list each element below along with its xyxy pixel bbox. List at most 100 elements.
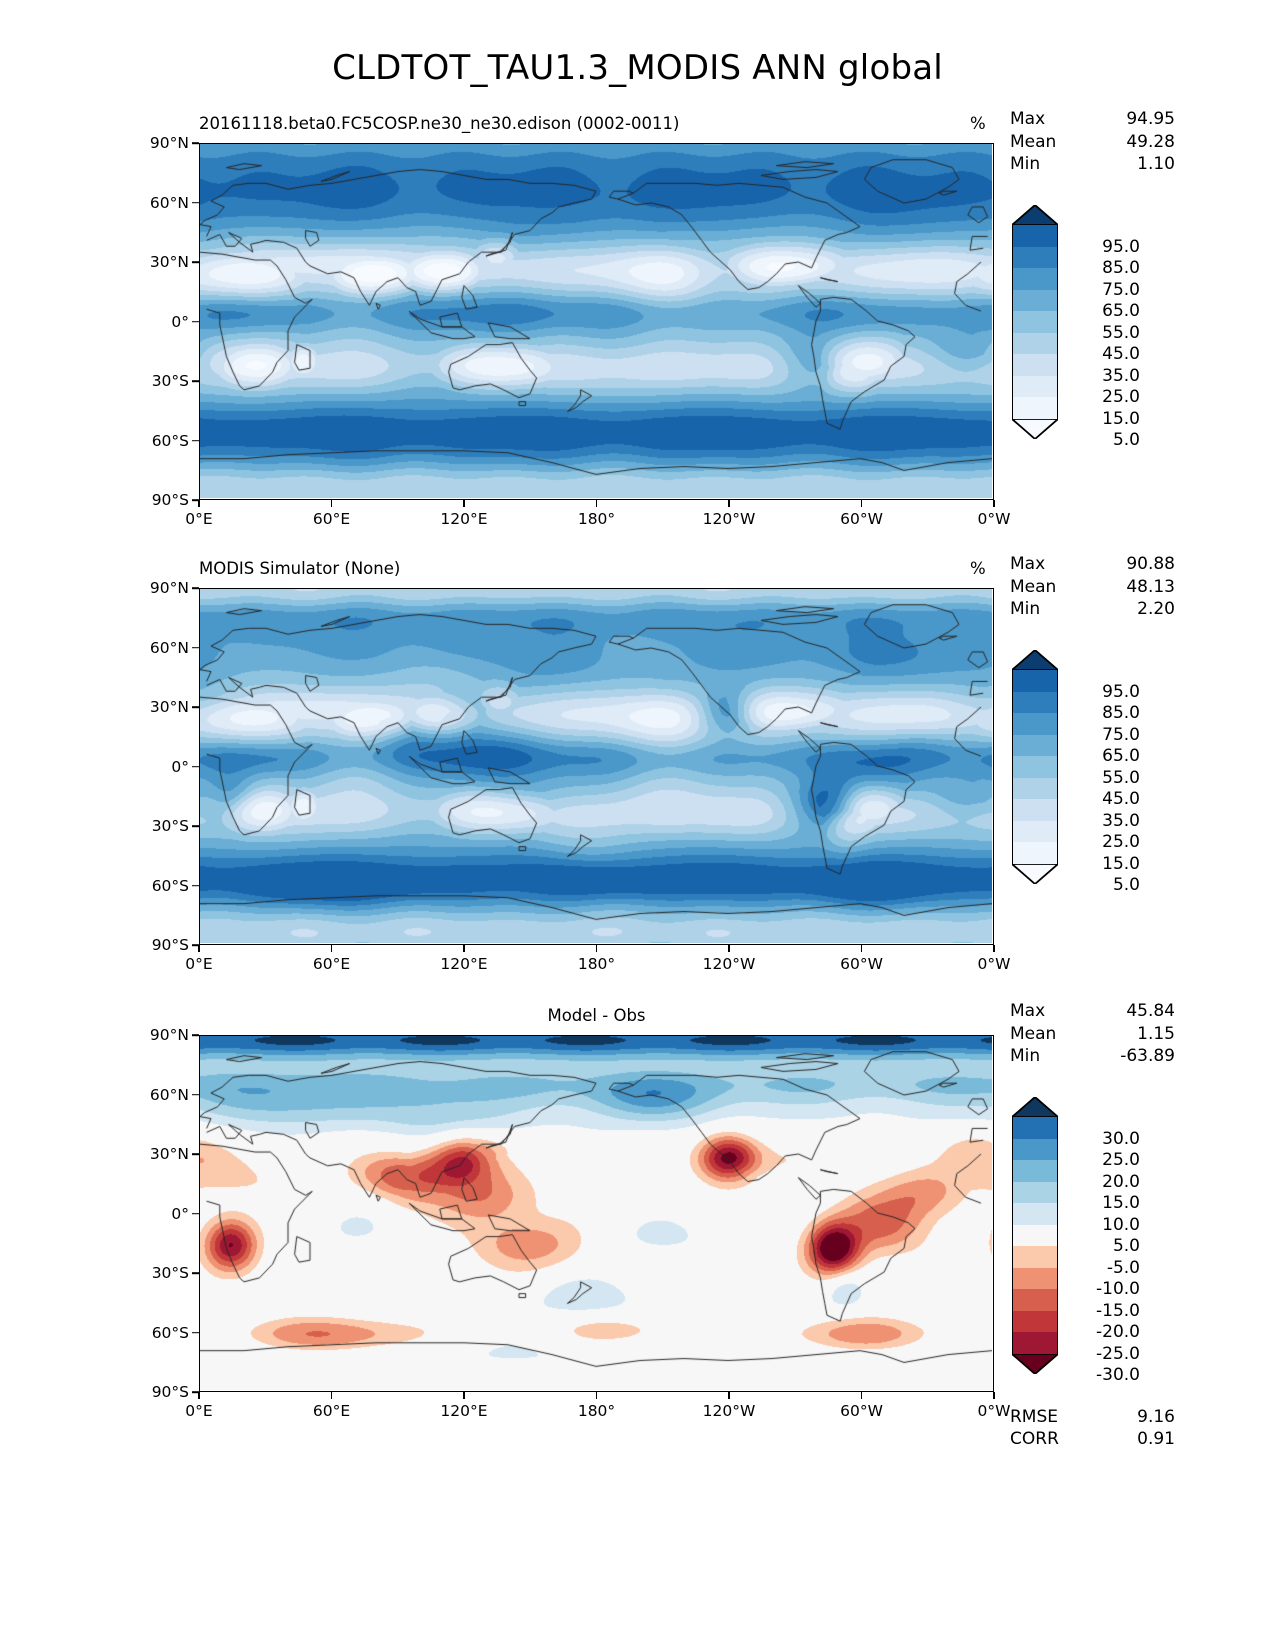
colorbar-body — [1012, 1117, 1058, 1354]
units-label-model: % — [970, 114, 986, 133]
panel-subtitle-obs: MODIS Simulator (None) — [199, 559, 401, 578]
colorbar-tick-label: 55.0 — [1102, 322, 1140, 343]
ytick-label: 60°N — [149, 1085, 189, 1104]
colorbar-tick-label: 75.0 — [1102, 279, 1140, 300]
xtick-label: 0°W — [977, 510, 1011, 528]
colorbar-tick-label: -20.0 — [1096, 1322, 1140, 1342]
stats-value: 9.16 — [1137, 1406, 1175, 1427]
colorbar-extend-top — [1009, 648, 1061, 671]
colorbar-extend-bottom — [1009, 1352, 1061, 1375]
colorbar-band — [1013, 777, 1057, 799]
colorbar-band — [1013, 1289, 1057, 1311]
ytick-mark — [192, 944, 199, 946]
xtick-label: 60°W — [840, 510, 883, 528]
xtick-mark — [993, 1392, 995, 1399]
ytick-label: 30°N — [149, 698, 189, 716]
xtick-label: 0°E — [185, 1402, 213, 1420]
map-canvas-difference — [200, 1036, 992, 1390]
stats-row: Min 2.20 — [1010, 598, 1175, 621]
colorbar-band — [1013, 289, 1057, 311]
xtick-label: 0°E — [185, 510, 213, 528]
xtick-label: 120°E — [440, 510, 488, 528]
xtick-mark — [595, 500, 598, 507]
ytick-mark — [192, 1391, 199, 1393]
xtick-mark — [198, 945, 200, 952]
colorbar-tick-label: 20.0 — [1102, 1171, 1140, 1192]
stats-value: 1.10 — [1137, 154, 1175, 174]
ytick-mark — [192, 201, 199, 204]
colorbar-band — [1013, 734, 1057, 756]
stats-key: Max — [1010, 109, 1046, 129]
ytick-label: 60°N — [149, 638, 189, 657]
map-difference — [199, 1035, 994, 1392]
colorbar-band — [1013, 268, 1057, 290]
xtick-label: 120°W — [702, 1402, 756, 1420]
colorbar-band — [1013, 1224, 1057, 1246]
colorbar-tick-label: 15.0 — [1102, 853, 1140, 874]
map-canvas-obs — [200, 589, 992, 943]
colorbar-band — [1013, 354, 1057, 376]
colorbar-tick-label: -30.0 — [1096, 1365, 1140, 1385]
stats-value: 49.28 — [1126, 131, 1175, 152]
ytick-label: 60°N — [149, 193, 189, 212]
xtick-label: 60°W — [840, 1402, 883, 1420]
colorbar-band — [1013, 311, 1057, 333]
panel-subtitle-model: 20161118.beta0.FC5COSP.ne30_ne30.edison … — [199, 114, 680, 133]
colorbar-tick-label: 65.0 — [1102, 746, 1140, 766]
xtick-label: 120°W — [702, 955, 756, 973]
stats-row: Mean 1.15 — [1010, 1023, 1175, 1046]
ytick-mark — [192, 380, 199, 382]
colorbar-tick-label: 45.0 — [1102, 789, 1140, 809]
xtick-label: 120°E — [440, 955, 488, 973]
figure-title: CLDTOT_TAU1.3_MODIS ANN global — [332, 48, 943, 88]
stats-value: 45.84 — [1126, 1001, 1175, 1021]
colorbar-band — [1013, 1138, 1057, 1160]
xtick-label: 120°W — [702, 510, 756, 528]
colorbar-extend-bottom — [1009, 862, 1061, 885]
colorbar-tick-label: 15.0 — [1102, 1193, 1140, 1213]
xtick-mark — [198, 1392, 200, 1399]
colorbar-band — [1013, 1117, 1057, 1139]
map-canvas-model — [200, 144, 992, 498]
stats-value: 90.88 — [1126, 554, 1175, 574]
colorbar-band — [1013, 1267, 1057, 1289]
colorbar-tick-label: 95.0 — [1102, 236, 1140, 257]
xtick-label: 120°E — [440, 1402, 488, 1420]
stats-row: Min -63.89 — [1010, 1045, 1175, 1068]
stats-key: Mean — [1010, 576, 1057, 597]
stats-value: 1.15 — [1137, 1023, 1175, 1044]
ytick-mark — [192, 765, 199, 768]
ytick-label: 0° — [171, 757, 189, 776]
stats-row: Mean 49.28 — [1010, 131, 1175, 154]
ytick-label: 90°S — [151, 491, 189, 509]
stats-key: Min — [1010, 599, 1041, 619]
xtick-mark — [728, 945, 730, 952]
colorbar-band — [1013, 820, 1057, 842]
units-label-obs: % — [970, 559, 986, 578]
ytick-mark — [192, 1272, 199, 1274]
xtick-mark — [595, 945, 598, 952]
colorbar-tick-label: 25.0 — [1102, 387, 1140, 407]
xtick-label: 0°E — [185, 955, 213, 973]
stats-key: Max — [1010, 554, 1046, 574]
colorbar-tick-label: 55.0 — [1102, 767, 1140, 788]
colorbar-tick-label: 45.0 — [1102, 344, 1140, 364]
colorbar-extend-bottom — [1009, 417, 1061, 440]
xtick-mark — [728, 1392, 730, 1399]
ytick-label: 30°S — [151, 817, 189, 835]
stats-row: CORR 0.91 — [1010, 1428, 1175, 1451]
ytick-mark — [192, 1212, 199, 1215]
xtick-mark — [463, 500, 465, 507]
ytick-label: 90°N — [149, 579, 189, 597]
stats-value: 2.20 — [1137, 599, 1175, 619]
stats-model: Max 94.95 Mean 49.28 Min 1.10 — [1010, 108, 1175, 176]
xtick-mark — [860, 945, 863, 952]
colorbar-band — [1013, 713, 1057, 735]
ytick-mark — [192, 261, 199, 263]
ytick-label: 30°S — [151, 372, 189, 390]
colorbar-band — [1013, 1246, 1057, 1268]
ytick-mark — [192, 142, 199, 144]
xtick-mark — [463, 945, 465, 952]
colorbar-tick-label: 15.0 — [1102, 408, 1140, 429]
xtick-mark — [860, 1392, 863, 1399]
